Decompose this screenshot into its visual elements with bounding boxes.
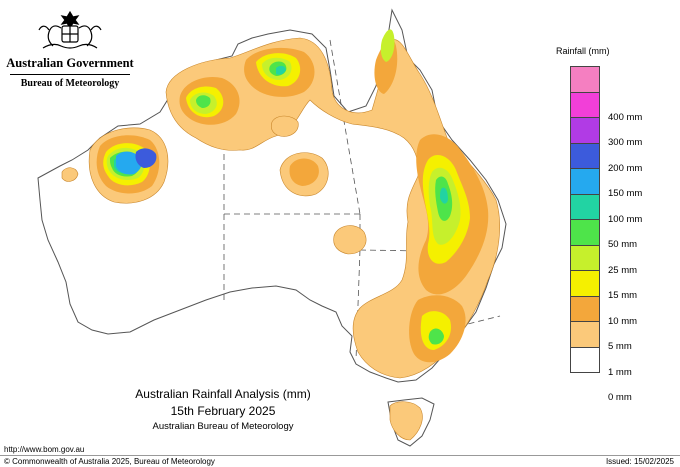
header-divider	[10, 74, 130, 75]
legend-swatch	[570, 92, 600, 118]
legend-label: 150 mm	[608, 188, 643, 199]
legend-swatch	[570, 296, 600, 322]
legend-label: 10 mm	[608, 315, 638, 327]
coat-of-arms-icon	[38, 10, 102, 49]
legend-label: 100 mm	[608, 213, 643, 225]
legend-label: 400 mm	[608, 111, 643, 123]
legend-swatch	[570, 220, 600, 246]
footer-divider	[0, 455, 680, 456]
map-date: 15th February 2025	[170, 404, 276, 418]
legend-swatch	[570, 143, 600, 169]
legend-label: 200 mm	[608, 162, 643, 174]
agency-title: Bureau of Meteorology	[20, 78, 120, 89]
issued-date: Issued: 15/02/2025	[605, 457, 674, 466]
government-title: Australian Government	[6, 56, 134, 70]
legend-label: 1 mm	[608, 366, 632, 378]
legend-swatch	[570, 118, 600, 144]
legend-label: 50 mm	[608, 239, 638, 250]
legend-swatch	[570, 347, 600, 373]
copyright-text: © Commonwealth of Australia 2025, Bureau…	[4, 457, 215, 466]
legend-swatch	[570, 322, 600, 348]
legend-label: 300 mm	[608, 137, 643, 148]
legend	[570, 66, 600, 373]
legend-swatch	[570, 66, 600, 93]
legend-swatch	[570, 169, 600, 195]
legend-swatch	[570, 194, 600, 220]
legend-title: Rainfall (mm)	[556, 46, 610, 56]
legend-swatch	[570, 245, 600, 271]
legend-swatch	[570, 271, 600, 297]
legend-label: 0 mm	[608, 392, 632, 403]
map-title: Australian Rainfall Analysis (mm)	[135, 387, 311, 401]
rainfall-100mm-areas	[116, 151, 142, 175]
map-caption: Australian Rainfall Analysis (mm) 15th F…	[118, 387, 328, 432]
legend-label: 25 mm	[608, 264, 638, 276]
header: Australian Government Bureau of Meteorol…	[6, 8, 134, 89]
website-link[interactable]: http://www.bom.gov.au	[4, 445, 85, 454]
rainfall-150mm-areas	[135, 148, 157, 168]
legend-label: 5 mm	[608, 341, 632, 352]
map-source: Australian Bureau of Meteorology	[152, 421, 294, 432]
legend-label: 15 mm	[608, 290, 638, 301]
